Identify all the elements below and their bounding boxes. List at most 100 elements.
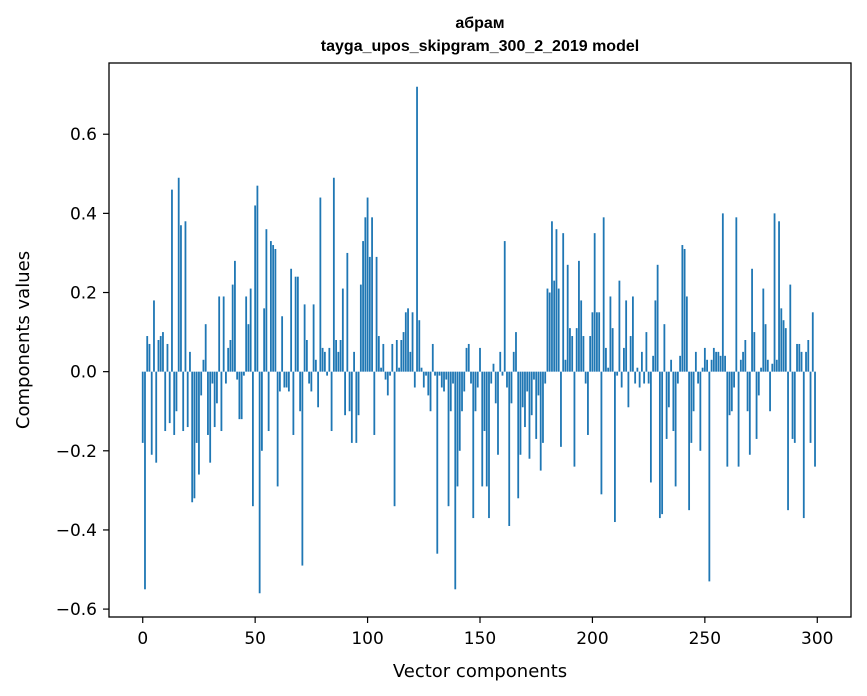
bar — [614, 371, 616, 523]
bar — [380, 367, 382, 372]
bar — [141, 371, 144, 443]
bar — [198, 371, 200, 475]
bar — [267, 371, 270, 432]
bar — [501, 371, 504, 376]
bar — [238, 371, 241, 420]
x-tick-label: 300 — [801, 629, 833, 649]
bar — [578, 260, 580, 372]
bar — [173, 371, 176, 435]
bar — [209, 371, 212, 463]
bar — [155, 371, 158, 463]
bar — [773, 213, 776, 372]
bar — [440, 371, 443, 388]
bar — [564, 359, 567, 372]
bar — [784, 328, 787, 372]
bar — [225, 371, 227, 384]
bar — [676, 371, 679, 384]
bar — [528, 371, 531, 459]
bar — [757, 371, 760, 396]
plot-frame — [108, 62, 852, 618]
y-tick-label: −0.2 — [56, 442, 97, 462]
bar — [587, 371, 589, 435]
bar — [391, 343, 394, 372]
bar — [800, 351, 803, 372]
bar — [780, 308, 783, 372]
bar — [276, 371, 279, 487]
bar — [182, 371, 185, 432]
y-tick-label: 0.4 — [70, 204, 97, 224]
bar — [530, 371, 533, 416]
bar — [775, 359, 778, 372]
bar — [683, 248, 686, 372]
bar — [764, 324, 767, 372]
bar — [706, 359, 708, 372]
bar — [314, 359, 317, 372]
bar — [458, 371, 461, 451]
bar — [247, 324, 250, 372]
bar — [542, 371, 544, 443]
bar — [171, 189, 173, 372]
bar — [582, 336, 585, 372]
bar — [717, 351, 720, 372]
bar — [602, 217, 605, 372]
bar — [191, 371, 194, 503]
y-tick-label: 0.6 — [70, 125, 97, 145]
bar — [751, 268, 753, 372]
y-tick-label: 0.0 — [70, 363, 97, 383]
bar — [287, 371, 290, 392]
bar — [422, 371, 425, 388]
bar — [789, 284, 792, 372]
bar — [634, 371, 637, 384]
bar — [681, 245, 684, 372]
bar — [211, 371, 214, 384]
bar — [429, 371, 432, 412]
bar — [497, 371, 499, 455]
bar — [418, 320, 421, 372]
bar — [618, 280, 621, 372]
bar — [222, 296, 225, 372]
bar — [193, 371, 196, 499]
bar — [672, 371, 675, 432]
bar — [416, 86, 418, 372]
bar — [733, 371, 735, 388]
bar — [778, 221, 780, 372]
bar — [490, 371, 493, 384]
bar — [431, 343, 434, 372]
bar — [177, 177, 180, 372]
bar — [456, 371, 459, 487]
bar — [202, 359, 205, 372]
bar — [555, 229, 558, 372]
x-tick-label: 100 — [351, 629, 383, 649]
bar — [216, 371, 218, 404]
bar — [735, 217, 738, 372]
bar — [434, 371, 436, 376]
bar — [591, 312, 594, 372]
bar — [150, 371, 153, 455]
bar — [474, 371, 477, 412]
y-axis-ticks: −0.6 −0.4 −0.2 0.0 0.2 0.4 0.6 — [56, 125, 109, 620]
y-tick-label: 0.2 — [70, 284, 97, 304]
bar — [600, 371, 603, 495]
bar — [402, 332, 405, 372]
bar — [207, 371, 209, 435]
bar — [483, 371, 486, 432]
bar — [339, 340, 342, 372]
bar — [411, 312, 414, 372]
bar — [508, 371, 511, 526]
bar — [317, 371, 320, 408]
bar — [652, 355, 655, 372]
bar — [598, 312, 601, 372]
x-tick-label: 0 — [137, 629, 148, 649]
bar — [638, 371, 641, 388]
bar — [667, 371, 670, 408]
bar — [524, 371, 526, 428]
bar — [546, 288, 549, 372]
bar — [697, 371, 699, 384]
bar — [499, 351, 502, 372]
bar — [285, 371, 288, 388]
bar — [724, 355, 726, 372]
bar — [569, 328, 571, 372]
bar — [685, 296, 688, 372]
bar — [573, 371, 576, 467]
